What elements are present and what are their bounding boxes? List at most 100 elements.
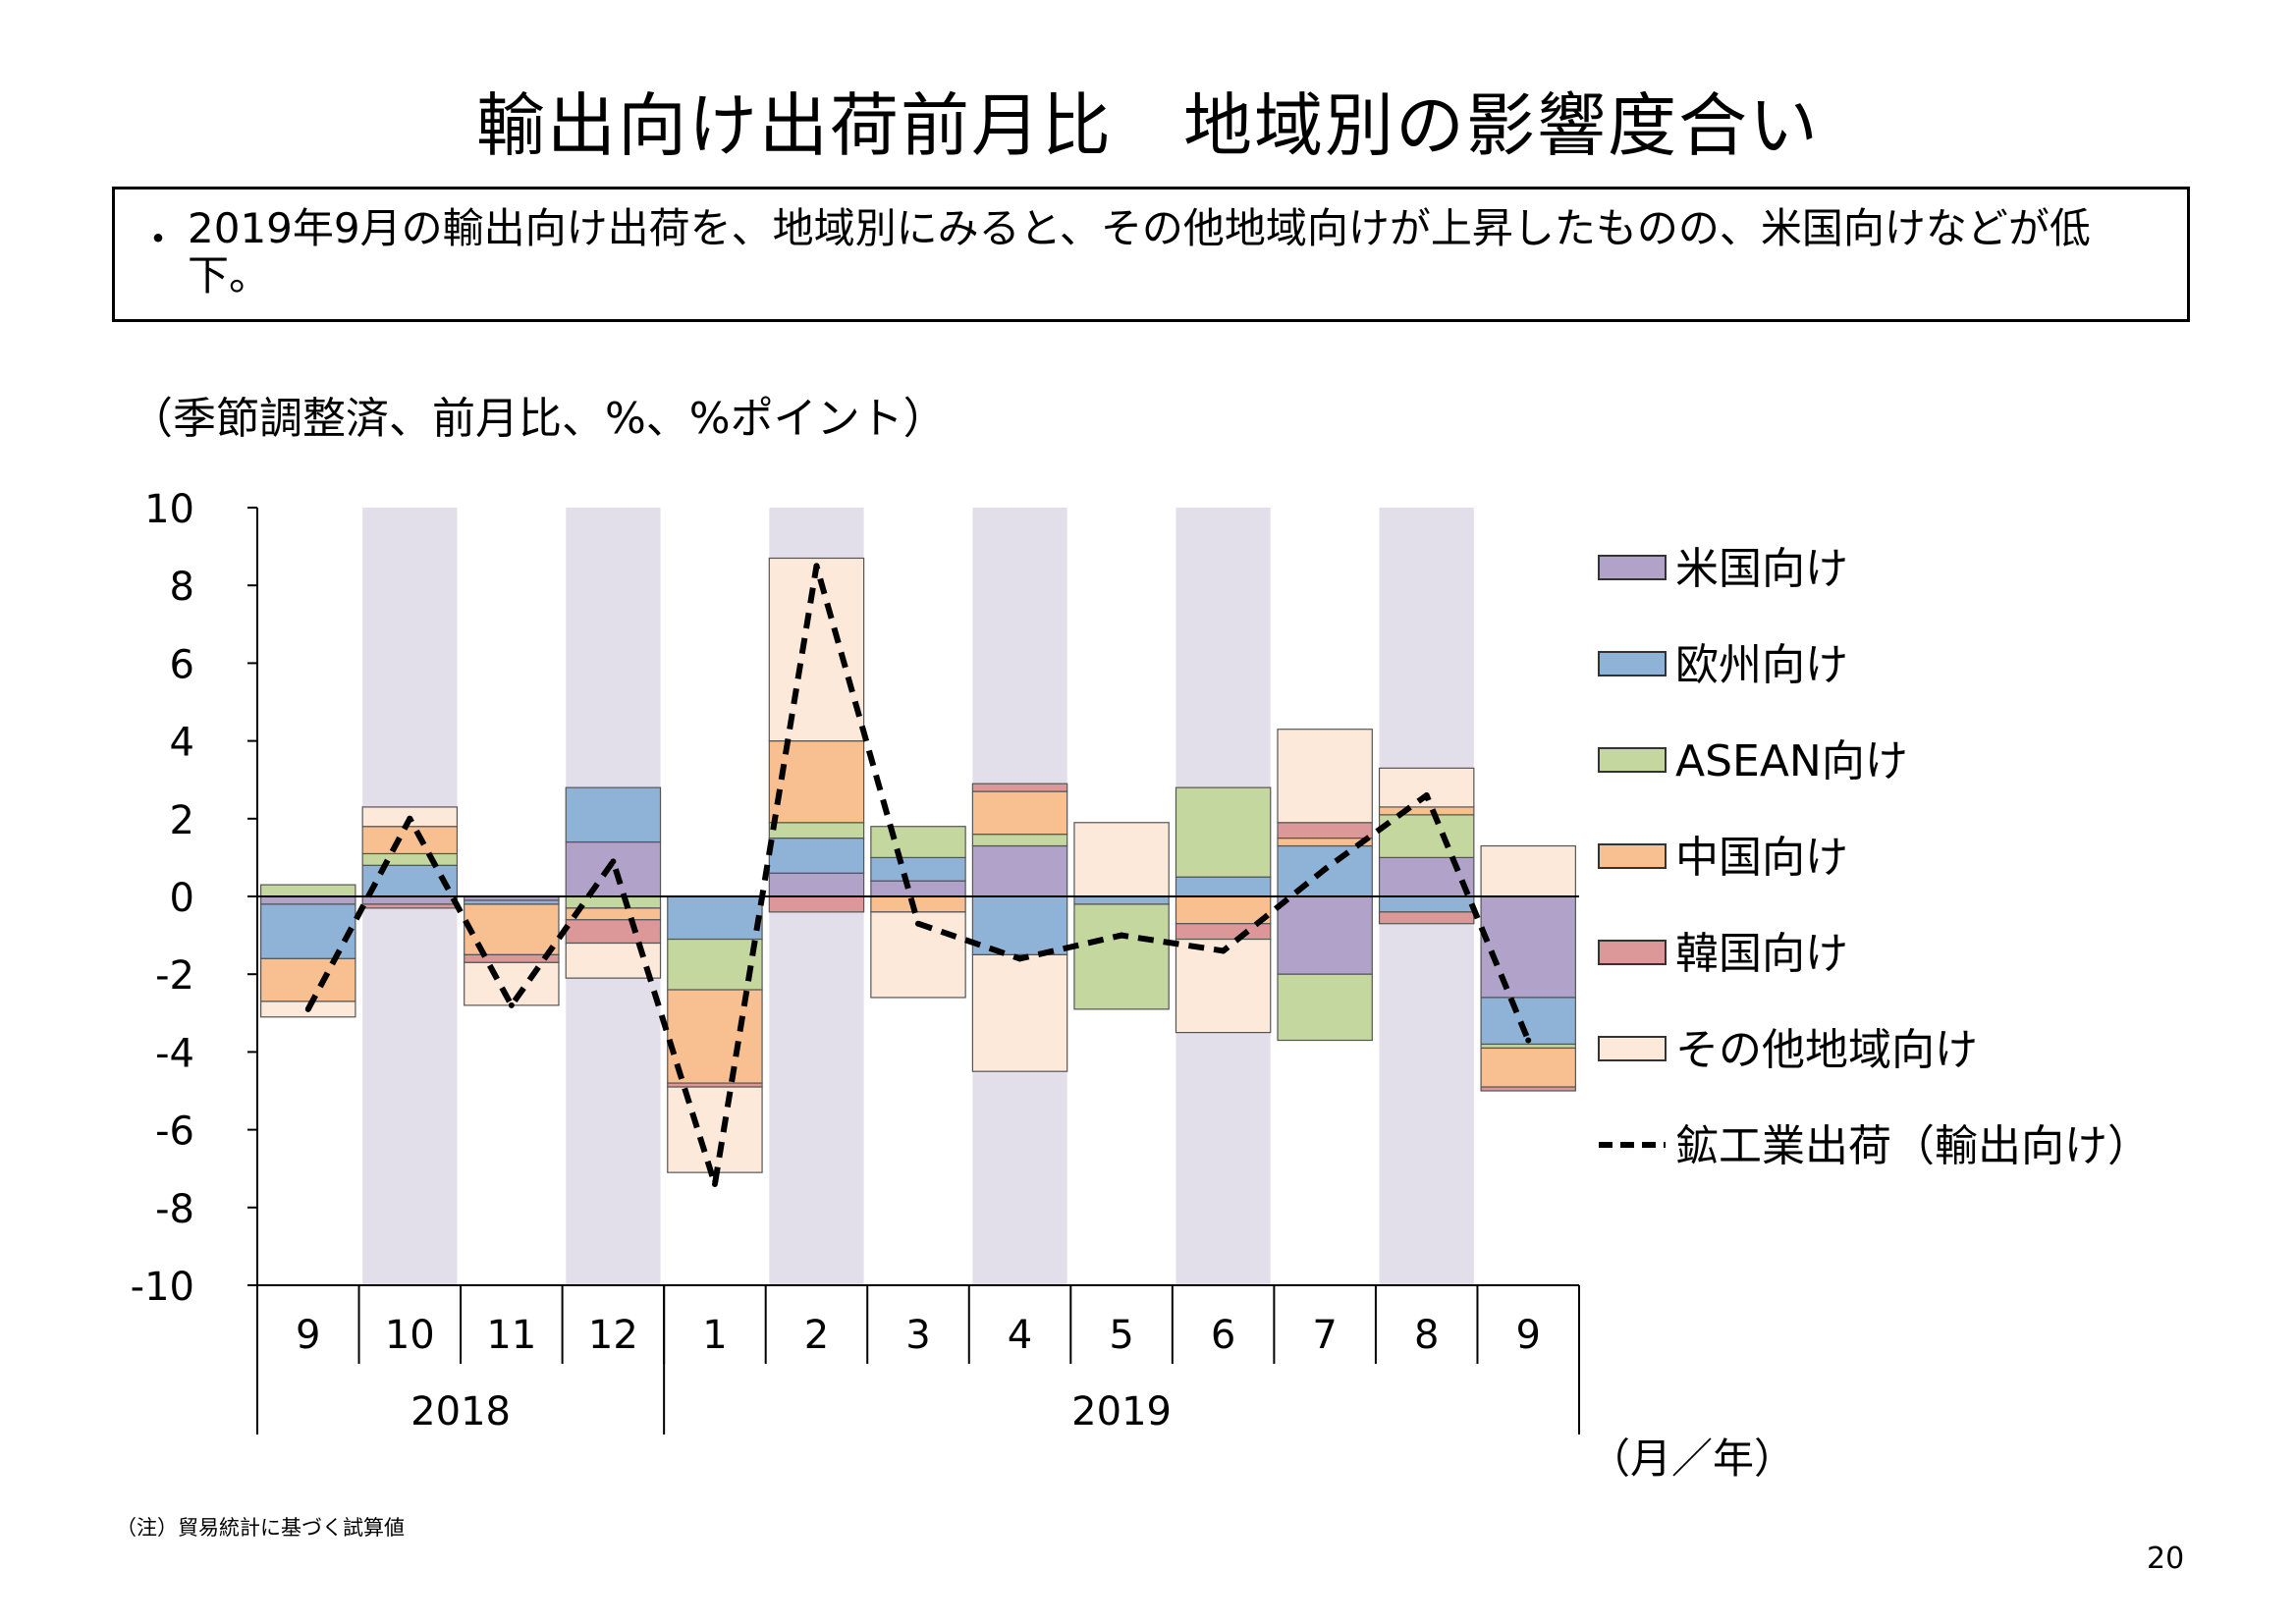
bar-segment-4-1 — [361, 903, 459, 909]
x-axis-label: （月／年） — [1589, 1435, 1795, 1483]
legend-swatch-2 — [1598, 747, 1667, 773]
bar-segment-5-7 — [971, 953, 1068, 1072]
y-tick-label: -4 — [155, 1031, 194, 1076]
x-tick-label: 8 — [1414, 1313, 1439, 1358]
bar-segment-0-10 — [1277, 895, 1373, 975]
bar-segment-4-12 — [1480, 1086, 1576, 1092]
bar-segment-5-4 — [667, 1086, 763, 1173]
year-label: 2018 — [410, 1389, 511, 1435]
bar-segment-1-3 — [565, 786, 662, 843]
bar-segment-5-10 — [1277, 729, 1373, 824]
page-title: 輸出向け出荷前月比 地域別の影響度合い — [476, 85, 1820, 166]
legend-label-1: 欧州向け — [1675, 640, 1848, 690]
bar-segment-4-9 — [1175, 923, 1272, 941]
line-point-1 — [407, 815, 413, 822]
bar-segment-3-9 — [1175, 895, 1272, 925]
line-point-9 — [1220, 947, 1227, 954]
line-point-6 — [915, 920, 921, 927]
line-point-5 — [813, 563, 820, 569]
bar-segment-0-7 — [971, 844, 1068, 897]
bar-segment-4-5 — [768, 895, 865, 913]
bar-segment-1-9 — [1175, 876, 1272, 897]
x-tick-label: 4 — [1008, 1313, 1032, 1358]
bar-segment-5-8 — [1073, 822, 1170, 897]
summary-text: 2019年9月の輸出向け出荷を、地域別にみると、その他地域向けが上昇したものの、… — [188, 204, 2091, 299]
bar-segment-3-6 — [870, 895, 966, 913]
bar-segment-2-4 — [667, 938, 763, 991]
line-point-12 — [1525, 1037, 1532, 1044]
bar-segment-1-11 — [1378, 895, 1475, 913]
bar-segment-5-12 — [1480, 844, 1576, 897]
legend-swatch-4 — [1598, 940, 1667, 965]
y-tick-label: -8 — [155, 1187, 194, 1232]
bar-segment-2-9 — [1175, 786, 1272, 878]
line-point-3 — [610, 858, 617, 865]
line-point-2 — [508, 1001, 515, 1008]
line-point-4 — [711, 1181, 718, 1188]
bar-segment-3-0 — [260, 957, 356, 1002]
bar-segment-2-1 — [361, 852, 459, 866]
footnote: （注）貿易統計に基づく試算値 — [116, 1516, 405, 1540]
legend-label-0: 米国向け — [1675, 544, 1848, 594]
y-tick-label: 10 — [144, 487, 194, 532]
line-point-10 — [1322, 866, 1329, 873]
bar-segment-0-0 — [260, 895, 356, 905]
x-tick-label: 2 — [804, 1313, 829, 1358]
bar-segment-0-1 — [361, 895, 459, 905]
bar-segment-1-5 — [768, 837, 865, 874]
year-label: 2019 — [1071, 1389, 1172, 1435]
x-tick-label: 3 — [905, 1313, 930, 1358]
bar-segment-3-7 — [971, 790, 1068, 836]
bar-segment-3-5 — [768, 739, 865, 824]
bar-segment-2-8 — [1073, 903, 1170, 1010]
bar-segment-1-4 — [667, 895, 763, 941]
bar-segment-1-6 — [870, 856, 966, 882]
y-tick-label: 2 — [170, 798, 194, 843]
y-tick-label: 4 — [170, 721, 194, 766]
legend-label-2: ASEAN向け — [1675, 736, 1908, 786]
legend-swatch-3 — [1598, 843, 1667, 869]
bar-segment-0-6 — [870, 880, 966, 897]
summary-box: ・ 2019年9月の輸出向け出荷を、地域別にみると、その他地域向けが上昇したもの… — [112, 187, 2190, 322]
bar-segment-2-5 — [768, 822, 865, 839]
bar-segment-4-11 — [1378, 911, 1475, 925]
bar-segment-5-3 — [565, 942, 662, 979]
bar-segment-2-0 — [260, 884, 356, 897]
bar-segment-4-10 — [1277, 822, 1373, 839]
bar-segment-3-1 — [361, 826, 459, 855]
legend-line-label: 鉱工業出荷（輸出向け） — [1675, 1121, 2151, 1171]
bar-segment-5-9 — [1175, 938, 1272, 1034]
bar-segment-3-12 — [1480, 1047, 1576, 1088]
bar-segment-4-3 — [565, 919, 662, 945]
page-number: 20 — [2147, 1542, 2185, 1576]
bar-segment-0-3 — [565, 840, 662, 897]
x-tick-label: 11 — [486, 1313, 536, 1358]
y-tick-label: -2 — [155, 953, 194, 999]
summary-bullet: ・ — [138, 217, 178, 262]
line-point-11 — [1423, 792, 1430, 799]
legend-swatch-1 — [1598, 651, 1667, 677]
bar-segment-0-12 — [1480, 895, 1576, 999]
line-point-0 — [304, 1005, 311, 1012]
bar-segment-1-12 — [1480, 997, 1576, 1046]
line-point-7 — [1016, 955, 1023, 962]
bar-segment-0-5 — [768, 872, 865, 897]
x-tick-label: 12 — [588, 1313, 638, 1358]
legend-label-5: その他地域向け — [1675, 1025, 1978, 1075]
bar-segment-2-6 — [870, 826, 966, 858]
legend-swatch-0 — [1598, 555, 1667, 580]
bar-segment-2-10 — [1277, 973, 1373, 1042]
unit-note: （季節調整済、前月比、%、%ポイント） — [130, 394, 947, 444]
bar-segment-5-2 — [464, 961, 560, 1006]
x-tick-label: 5 — [1109, 1313, 1133, 1358]
x-tick-label: 9 — [296, 1313, 320, 1358]
y-tick-label: 6 — [170, 642, 194, 687]
y-tick-label: 8 — [170, 565, 194, 610]
y-tick-label: -6 — [155, 1110, 194, 1155]
bar-segment-2-11 — [1378, 814, 1475, 859]
bar-segment-1-8 — [1073, 895, 1170, 905]
legend-label-3: 中国向け — [1675, 833, 1848, 883]
x-tick-label: 6 — [1211, 1313, 1235, 1358]
y-tick-label: 0 — [170, 876, 194, 921]
